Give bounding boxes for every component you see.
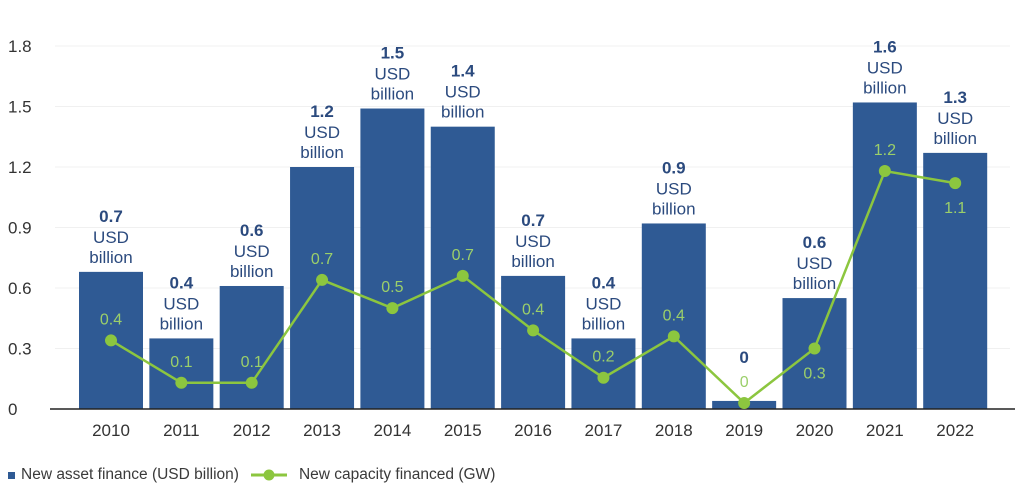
bar-value-label: 0.7 (521, 211, 545, 230)
bar-unit-label: billion (933, 129, 976, 148)
line-point-2020 (808, 342, 821, 355)
line-point-2022 (949, 177, 962, 190)
bar-value-label: 0 (739, 348, 748, 367)
bar-unit-label: USD (585, 294, 621, 313)
line-point-2011 (175, 376, 188, 389)
bar-value-label: 0.4 (592, 273, 616, 292)
bar-unit-label: billion (793, 274, 836, 293)
bar-value-label: 1.4 (451, 62, 475, 81)
line-value-label: 0.4 (100, 311, 122, 328)
bar-unit-label: USD (445, 83, 481, 102)
bar-value-label: 1.3 (943, 88, 967, 107)
line-point-2017 (597, 371, 610, 384)
bar-unit-label: USD (937, 109, 973, 128)
bar-unit-label: USD (867, 58, 903, 77)
bar-unit-label: billion (371, 85, 414, 104)
bar-value-label: 0.6 (803, 233, 827, 252)
y-tick-label: 0 (8, 400, 17, 419)
bar-2018 (641, 223, 706, 409)
line-value-label: 0.1 (170, 354, 192, 371)
legend-item-asset-finance: New asset finance (USD billion) (8, 466, 239, 484)
line-value-label: 1.1 (944, 200, 966, 217)
bar-unit-label: billion (300, 143, 343, 162)
bar-value-label: 0.7 (99, 207, 123, 226)
y-tick-label: 1.5 (8, 98, 32, 117)
bar-value-label: 0.4 (170, 273, 194, 292)
bar-unit-label: billion (441, 103, 484, 122)
line-value-label: 0.3 (803, 366, 825, 383)
bar-value-label: 0.6 (240, 221, 264, 240)
x-tick-label: 2015 (444, 421, 482, 440)
y-tick-label: 0.9 (8, 219, 32, 238)
bar-unit-label: billion (582, 314, 625, 333)
line-point-2018 (667, 330, 680, 343)
x-tick-label: 2016 (514, 421, 552, 440)
bar-2014 (360, 108, 425, 410)
line-value-label: 1.2 (874, 142, 896, 159)
y-tick-label: 1.8 (8, 37, 32, 56)
bar-2012 (219, 285, 284, 409)
bar-unit-label: USD (797, 254, 833, 273)
bar-value-label: 1.6 (873, 37, 897, 56)
bar-unit-label: billion (863, 78, 906, 97)
bar-unit-label: billion (160, 314, 203, 333)
x-tick-label: 2014 (373, 421, 411, 440)
bar-value-label: 1.5 (381, 44, 405, 63)
bar-unit-label: billion (89, 248, 132, 267)
line-value-label: 0.7 (452, 247, 474, 264)
bar-unit-label: USD (93, 228, 129, 247)
legend-item-capacity: New capacity financed (GW) (249, 466, 495, 484)
line-value-label: 0 (740, 374, 749, 391)
bar-unit-label: USD (304, 123, 340, 142)
x-tick-label: 2017 (585, 421, 623, 440)
bar-unit-label: billion (230, 262, 273, 281)
bar-value-label: 1.2 (310, 102, 334, 121)
y-tick-label: 1.2 (8, 158, 32, 177)
bar-unit-label: billion (511, 252, 554, 271)
line-value-label: 0.4 (522, 301, 544, 318)
x-tick-label: 2022 (936, 421, 974, 440)
bar-unit-label: billion (652, 199, 695, 218)
line-point-2012 (245, 376, 258, 389)
line-point-2016 (527, 324, 540, 337)
bar-unit-label: USD (515, 232, 551, 251)
line-point-2019 (738, 396, 751, 409)
bar-value-label: 0.9 (662, 158, 686, 177)
bar-2011 (149, 338, 214, 409)
x-tick-label: 2010 (92, 421, 130, 440)
line-point-2013 (316, 273, 329, 286)
bar-2022 (923, 152, 988, 409)
bar-unit-label: USD (234, 242, 270, 261)
line-value-label: 0.2 (592, 349, 614, 366)
line-value-label: 0.1 (241, 354, 263, 371)
legend-label: New asset finance (USD billion) (21, 466, 239, 483)
line-value-label: 0.4 (663, 307, 685, 324)
legend: New asset finance (USD billion) New capa… (8, 466, 495, 484)
y-tick-label: 0.6 (8, 279, 32, 298)
line-point-2015 (456, 269, 469, 282)
bar-unit-label: USD (656, 179, 692, 198)
bar-2015 (430, 126, 495, 410)
x-tick-label: 2011 (163, 421, 200, 440)
line-point-2021 (878, 165, 891, 178)
line-value-label: 0.7 (311, 251, 333, 268)
line-point-2010 (105, 334, 117, 347)
x-tick-label: 2020 (796, 421, 834, 440)
bar-2021 (852, 102, 917, 409)
line-value-label: 0.5 (381, 279, 403, 296)
x-tick-label: 2013 (303, 421, 341, 440)
x-tick-label: 2018 (655, 421, 693, 440)
chart: 00.30.60.91.21.51.80.7USDbillion20100.4U… (8, 37, 1015, 440)
line-marker-icon (250, 469, 287, 481)
y-tick-label: 0.3 (8, 340, 32, 359)
line-point-2014 (386, 302, 399, 315)
bar-unit-label: USD (163, 294, 199, 313)
bar-swatch-icon (8, 471, 15, 479)
x-tick-label: 2021 (866, 421, 904, 440)
bar-unit-label: USD (374, 65, 410, 84)
bar-2016 (501, 275, 566, 409)
x-tick-label: 2012 (233, 421, 271, 440)
x-tick-label: 2019 (725, 421, 763, 440)
legend-label: New capacity financed (GW) (298, 466, 496, 483)
